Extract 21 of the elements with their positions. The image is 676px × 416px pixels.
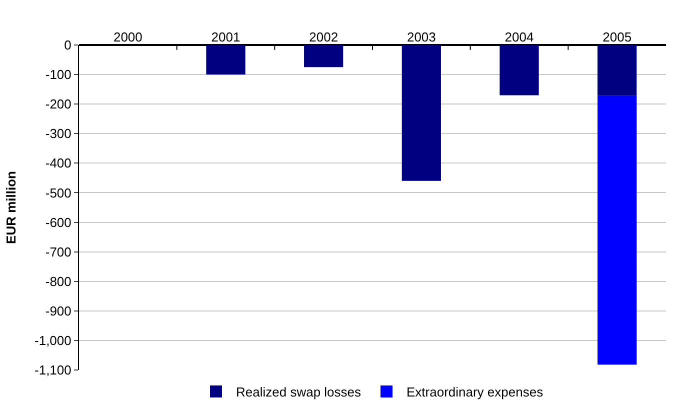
y-tick-label: -800 [45, 274, 72, 289]
x-tick-label: 2000 [113, 29, 142, 44]
x-tick-label: 2001 [211, 29, 240, 44]
x-tick-label: 2005 [602, 29, 632, 44]
y-tick-label: -1,000 [34, 333, 72, 348]
y-tick-label: -500 [45, 185, 72, 200]
y-tick-label: -700 [45, 244, 72, 260]
y-tick-label: -300 [45, 126, 72, 142]
x-tick-label: 2002 [309, 29, 338, 44]
y-tick-label: -400 [45, 156, 72, 171]
y-axis-title: EUR million [3, 170, 18, 244]
y-tick-label: -600 [45, 214, 72, 230]
y-tick-label: -900 [45, 303, 72, 318]
x-tick-label: 2004 [504, 29, 534, 44]
legend-label: Realized swap losses [236, 384, 362, 400]
y-tick-label: -1,100 [34, 362, 72, 378]
x-tick-label: 2003 [406, 29, 436, 44]
y-tick-label: 0 [64, 38, 72, 53]
y-tick-label: -100 [45, 67, 72, 82]
legend-label: Extraordinary expenses [406, 384, 544, 400]
y-tick-label: -200 [45, 96, 72, 112]
